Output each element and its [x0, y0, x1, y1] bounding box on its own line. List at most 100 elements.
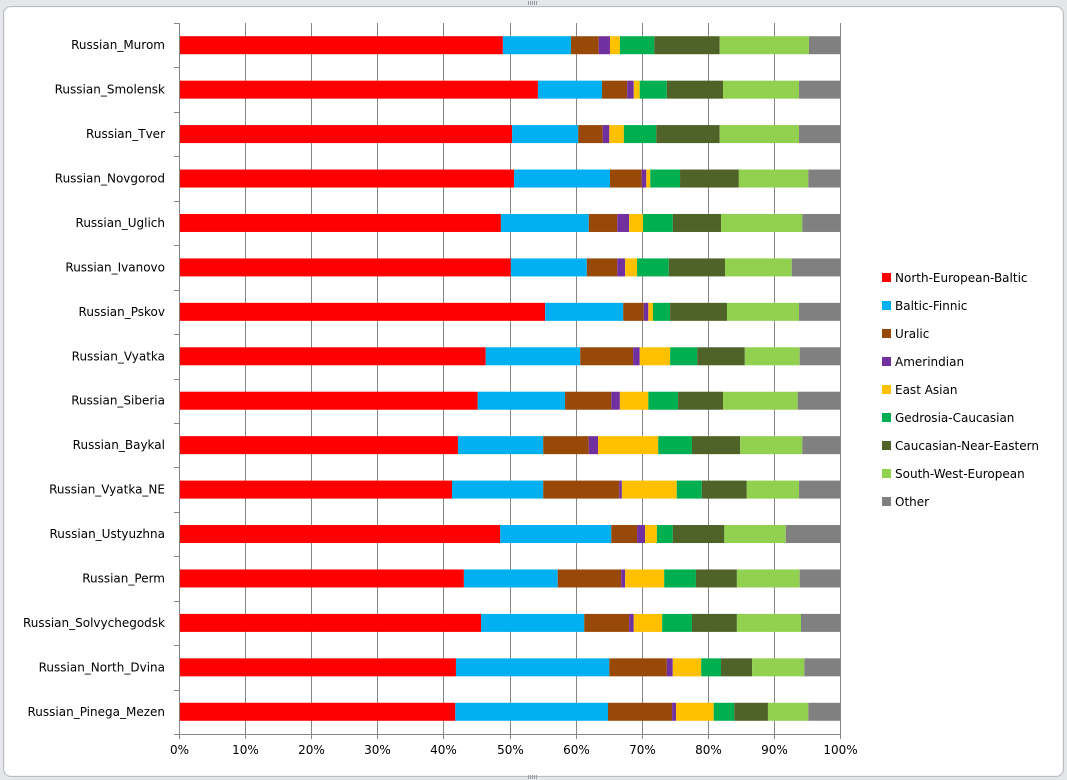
bar-segment-uralic: [580, 347, 634, 366]
legend-label: Other: [895, 495, 929, 509]
legend-swatch: [882, 301, 891, 310]
bar-segment-caucasian-near-eastern: [697, 347, 745, 366]
bar-segment-south-west-european: [736, 569, 800, 588]
bar-segment-north-european-baltic: [179, 80, 538, 99]
bar-segment-uralic: [565, 391, 612, 410]
bar-segment-uralic: [609, 169, 642, 188]
legend-swatch: [882, 469, 891, 478]
bar-segment-baltic-finnic: [500, 213, 589, 232]
bar-segment-east-asian: [609, 36, 620, 55]
bar-segment-east-asian: [646, 169, 651, 188]
resize-handle-bottom[interactable]: [528, 775, 538, 779]
x-tick-label: 20%: [298, 743, 325, 757]
bar-segment-north-european-baltic: [179, 658, 456, 677]
category-label: Russian_Siberia: [71, 394, 165, 408]
bar-segment-baltic-finnic: [537, 80, 603, 99]
bar-segment-amerindian: [598, 36, 610, 55]
bar-segment-other: [808, 702, 840, 721]
category-label: Russian_Perm: [82, 571, 165, 585]
bar-segment-caucasian-near-eastern: [734, 702, 768, 721]
bar-segment-gedrosia-caucasian: [650, 169, 681, 188]
bar-segment-other: [808, 169, 840, 188]
x-tick-label: 100%: [823, 743, 857, 757]
bar-segment-uralic: [607, 702, 673, 721]
bar-segment-south-west-european: [719, 36, 809, 55]
legend-swatch: [882, 273, 891, 282]
legend-label: Gedrosia-Caucasian: [895, 411, 1014, 425]
bar-segment-gedrosia-caucasian: [713, 702, 735, 721]
legend-swatch: [882, 413, 891, 422]
bar-segment-baltic-finnic: [514, 169, 610, 188]
bar-segment-east-asian: [621, 480, 677, 499]
bar-segment-other: [801, 613, 840, 632]
category-label: Russian_Uglich: [76, 216, 165, 230]
bar-segment-gedrosia-caucasian: [658, 436, 692, 455]
bar-segment-caucasian-near-eastern: [668, 258, 725, 277]
legend-label: Caucasian-Near-Eastern: [895, 439, 1039, 453]
bar-segment-east-asian: [598, 436, 659, 455]
bar-segment-uralic: [623, 302, 644, 321]
bar-segment-amerindian: [641, 169, 647, 188]
bar-segment-amerindian: [629, 613, 634, 632]
bar-segment-north-european-baltic: [179, 391, 478, 410]
bar-segment-other: [799, 347, 840, 366]
bar-segment-south-west-european: [744, 347, 800, 366]
bar-segment-caucasian-near-eastern: [670, 302, 727, 321]
x-tick-label: 0%: [170, 743, 189, 757]
bar-segment-north-european-baltic: [179, 569, 464, 588]
bar-segment-amerindian: [588, 436, 599, 455]
bar-segment-south-west-european: [724, 525, 786, 544]
bar-segment-uralic: [611, 525, 638, 544]
axes: [174, 23, 841, 739]
bar-segment-baltic-finnic: [455, 702, 608, 721]
bar-segment-other: [802, 213, 840, 232]
bar-segment-other: [799, 480, 840, 499]
x-tick-label: 70%: [629, 743, 656, 757]
x-tick-label: 80%: [695, 743, 722, 757]
bar-segment-north-european-baltic: [179, 169, 515, 188]
bar-segment-other: [799, 80, 840, 99]
bar-segment-caucasian-near-eastern: [680, 169, 739, 188]
resize-handle-top[interactable]: [528, 1, 538, 5]
bar-segment-north-european-baltic: [179, 213, 501, 232]
x-tick-label: 50%: [497, 743, 524, 757]
bar-segment-amerindian: [627, 80, 634, 99]
bar-segment-south-west-european: [738, 169, 809, 188]
x-tick-label: 90%: [761, 743, 788, 757]
bar-segment-caucasian-near-eastern: [672, 525, 725, 544]
bar-segment-gedrosia-caucasian: [664, 569, 696, 588]
legend: North-European-Baltic Baltic-Finnic Uralic…: [882, 271, 1039, 509]
bar-segment-baltic-finnic: [510, 258, 587, 277]
legend-swatch: [882, 441, 891, 450]
bar-segment-baltic-finnic: [500, 525, 612, 544]
bar-segment-east-asian: [629, 213, 644, 232]
bar-segment-amerindian: [617, 213, 630, 232]
bar-segment-east-asian: [609, 125, 624, 144]
bar-segment-north-european-baltic: [179, 613, 482, 632]
bar-segment-east-asian: [648, 302, 653, 321]
bar-segment-south-west-european: [767, 702, 809, 721]
bar-segment-other: [799, 569, 840, 588]
x-tick-label: 30%: [364, 743, 391, 757]
bar-segment-amerindian: [633, 347, 640, 366]
bar-segment-amerindian: [672, 702, 677, 721]
bar-segment-gedrosia-caucasian: [623, 125, 657, 144]
bar-segment-caucasian-near-eastern: [678, 391, 724, 410]
bar-segment-east-asian: [672, 658, 702, 677]
bar-segment-other: [791, 258, 840, 277]
bars: [179, 36, 840, 721]
bar-segment-gedrosia-caucasian: [662, 613, 692, 632]
x-tick-label: 10%: [232, 743, 259, 757]
bar-segment-amerindian: [643, 302, 649, 321]
bar-segment-other: [799, 125, 840, 144]
bar-segment-east-asian: [639, 347, 671, 366]
bar-segment-baltic-finnic: [512, 125, 579, 144]
bar-segment-caucasian-near-eastern: [654, 36, 720, 55]
legend-label: South-West-European: [895, 467, 1025, 481]
bar-segment-north-european-baltic: [179, 525, 501, 544]
bar-segment-south-west-european: [726, 302, 800, 321]
legend-swatch: [882, 357, 891, 366]
bar-segment-south-west-european: [723, 80, 800, 99]
bar-segment-south-west-european: [723, 391, 798, 410]
bar-segment-south-west-european: [736, 613, 802, 632]
